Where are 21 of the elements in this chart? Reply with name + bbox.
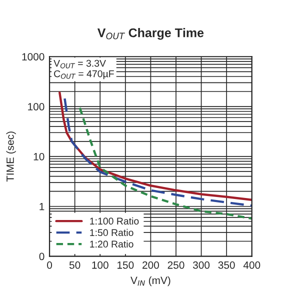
legend-label: 1:20 Ratio — [90, 240, 134, 248]
x-tick-label: 200 — [142, 261, 159, 269]
x-tick-label: 50 — [69, 261, 80, 269]
x-tick-label: 150 — [118, 261, 134, 269]
y-tick-label: 1 — [40, 202, 44, 210]
y-tick-label: 0 — [39, 252, 44, 260]
x-tick-label: 300 — [192, 261, 210, 269]
x-tick-label: 400 — [243, 261, 260, 269]
x-axis-title: V$_{IN}$ (mV) — [130, 276, 170, 286]
x-tick-label: 250 — [168, 261, 184, 269]
x-tick-label: 100 — [92, 261, 108, 269]
x-tick-label: 0 — [47, 261, 52, 269]
x-tick-label: 350 — [218, 261, 235, 269]
y-tick-label: 10 — [34, 152, 44, 160]
y-axis-title: TIME (sec) — [6, 132, 16, 182]
chart-title: V$_{OUT}$ Charge Time — [97, 28, 204, 40]
y-tick-label: 1000 — [22, 53, 44, 60]
y-tick-label: 100 — [28, 103, 44, 110]
text: V$_{OUT}$ = 3.3V C$_{OUT}$ = 470µF — [54, 60, 114, 80]
legend-label: 1:50 Ratio — [90, 228, 134, 236]
legend-label: 1:100 Ratio — [90, 217, 139, 225]
